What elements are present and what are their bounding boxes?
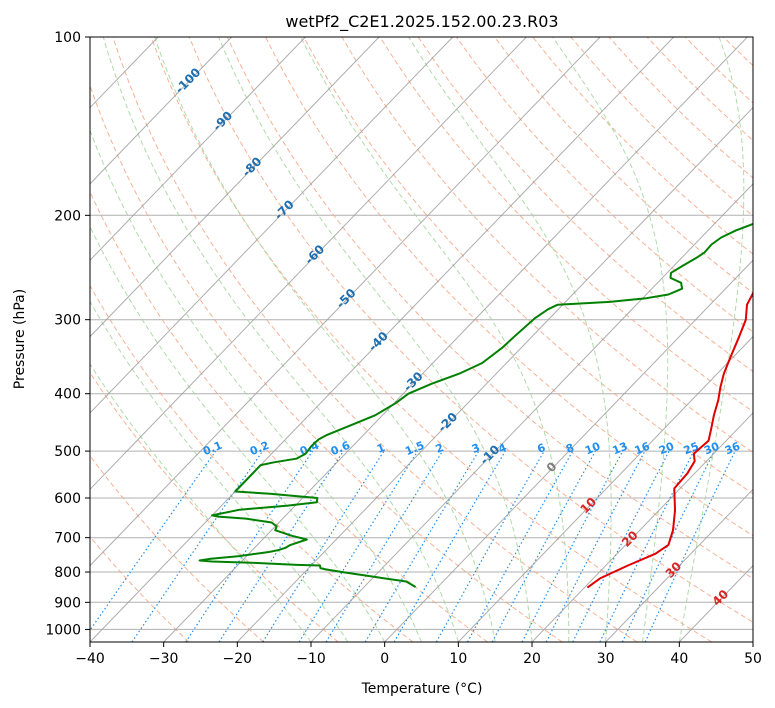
isotherm-line: [90, 37, 380, 338]
dry-adiabat: [341, 37, 753, 453]
x-axis-label: Temperature (°C): [361, 681, 483, 697]
mixing-ratio-line: [393, 450, 506, 642]
dry-adiabat: [112, 37, 638, 642]
x-tick-label: 0: [380, 651, 389, 667]
y-tick-label: 200: [54, 208, 81, 224]
dry-adiabat: [455, 37, 753, 333]
isotherm-line: [310, 183, 753, 642]
moist-adiabat: [90, 225, 386, 642]
mixing-ratio-label: 10: [583, 439, 602, 457]
x-tick-label: −10: [296, 651, 326, 667]
isotherm-line: [90, 37, 306, 261]
x-tick-label: −30: [149, 651, 179, 667]
mixing-ratio-line: [545, 450, 646, 642]
isotherm-line: [90, 37, 675, 642]
moist-adiabat: [300, 37, 570, 642]
mixing-ratio-label: 30: [702, 439, 721, 457]
isotherm-line: [90, 37, 233, 185]
mixing-ratio-line: [325, 450, 444, 642]
y-tick-label: 400: [54, 387, 81, 403]
x-tick-label: 10: [449, 651, 467, 667]
x-tick-label: 30: [597, 651, 615, 667]
isotherm-line: [457, 335, 753, 642]
x-tick-label: −40: [75, 651, 105, 667]
y-tick-label: 100: [54, 30, 81, 46]
x-axis: −40 −30 −20 −10 0 10 20 30 40 50: [75, 642, 762, 667]
mixing-ratio-line: [262, 450, 385, 642]
y-tick-label: 700: [54, 531, 81, 547]
y-tick-label: 600: [54, 491, 81, 507]
sounding-profiles: [198, 222, 753, 589]
isotherm-line: [236, 106, 753, 642]
isotherm-line: [90, 37, 601, 567]
mixing-ratio-line: [621, 450, 715, 642]
mixing-ratio-line: [466, 450, 574, 642]
x-tick-label: 20: [523, 651, 541, 667]
mixing-ratio-line: [364, 450, 480, 642]
dry-adiabat: [417, 37, 753, 373]
dry-adiabat: [90, 535, 190, 642]
mixing-ratio-label: 16: [633, 439, 652, 457]
dry-adiabat: [90, 84, 563, 642]
isotherm-line: [90, 37, 454, 414]
y-tick-label: 500: [54, 444, 81, 460]
mixing-ratio-label: 13: [611, 440, 630, 458]
mixing-ratio-label: 36: [723, 439, 742, 457]
dewpoint-profile-line: [198, 222, 753, 588]
x-tick-label: 50: [744, 651, 762, 667]
mixing-ratio-label: 8: [564, 441, 576, 456]
dry-adiabat: [90, 371, 339, 642]
temperature-profile-line: [586, 291, 753, 589]
isotherm-line: [531, 412, 753, 642]
y-axis-label: Pressure (hPa): [12, 289, 28, 389]
x-tick-label: −20: [223, 651, 253, 667]
y-tick-label: 900: [54, 595, 81, 611]
moist-adiabat: [218, 37, 533, 642]
plot-frame: [89, 36, 754, 643]
dry-adiabat: [226, 37, 753, 580]
chart-title: wetPf2_C2E1.2025.152.00.23.R03: [285, 12, 558, 32]
moist-adiabat: [90, 363, 312, 642]
mixing-ratio-label: 3: [470, 441, 482, 456]
moist-adiabat: [102, 37, 459, 642]
y-axis: 100 200 300 400 500 600 700 800 900 1000: [45, 30, 90, 638]
y-tick-label: 1000: [45, 622, 81, 638]
x-tick-label: 40: [670, 651, 688, 667]
mixing-ratio-line: [131, 450, 264, 642]
moist-adiabat: [552, 37, 669, 642]
reference-lines: [90, 37, 753, 642]
mixing-ratio-line: [599, 450, 695, 642]
mixing-ratio-line: [491, 450, 596, 642]
isotherm-line: [90, 37, 527, 491]
mixing-ratio-label: 20: [657, 439, 676, 457]
mixing-ratio-label: 1: [375, 441, 387, 456]
dry-adiabat: [188, 37, 753, 623]
moist-adiabat: [154, 37, 496, 642]
isotherm-line: [163, 37, 748, 642]
moist-adiabat: [678, 37, 745, 642]
moist-adiabat: [90, 129, 422, 642]
moist-adiabat: [408, 37, 612, 642]
y-tick-label: 800: [54, 565, 81, 581]
moist-adiabat: [90, 300, 349, 642]
isotherm-line: [605, 488, 753, 642]
isotherm-line: [384, 259, 753, 642]
mixing-ratio-line: [644, 450, 736, 642]
mixing-ratio-line: [435, 450, 545, 642]
mixing-ratio-line: [521, 450, 624, 642]
dry-adiabat: [90, 190, 488, 642]
mixing-ratio-label: 2: [434, 441, 446, 456]
y-tick-label: 300: [54, 313, 81, 329]
